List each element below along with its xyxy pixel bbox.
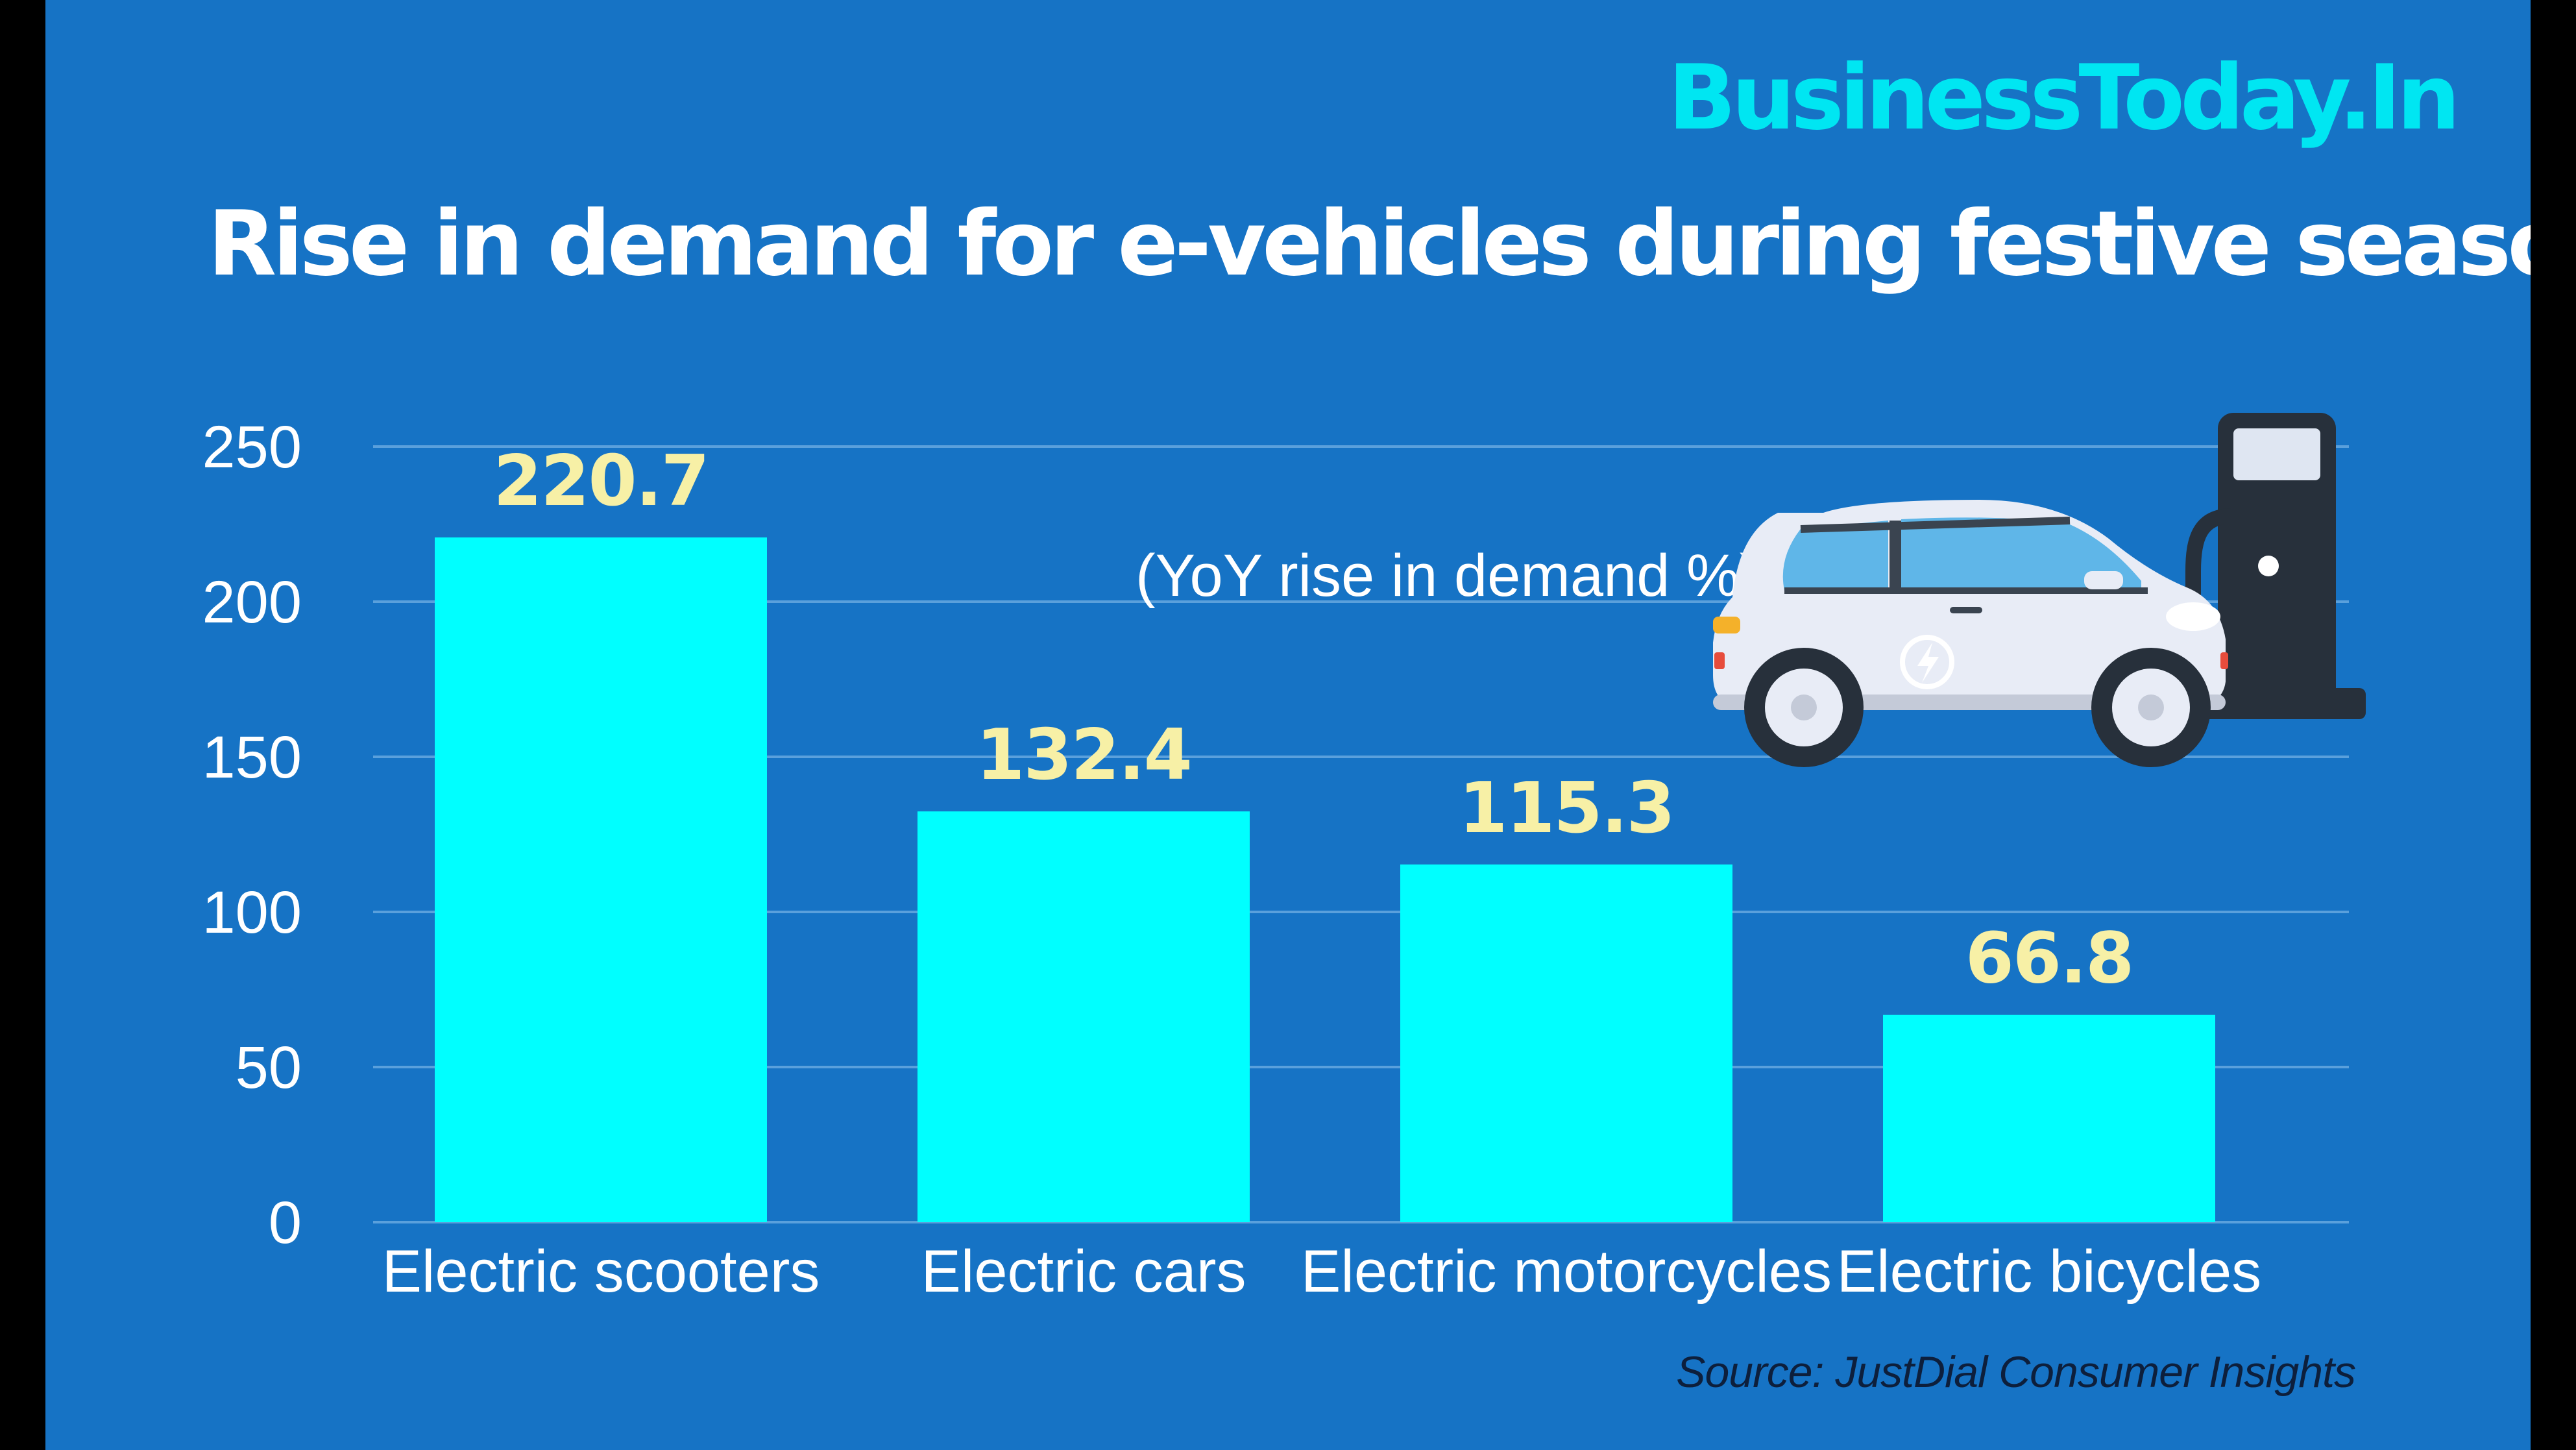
chart-subtitle: (YoY rise in demand %) [1136,543,1760,609]
chart-title: Rise in demand for e-vehicles during fes… [208,191,2531,296]
y-tick-label: 100 [202,879,302,946]
source-note: Source: JustDial Consumer Insights [1676,1347,2356,1397]
y-tick-label: 200 [202,569,302,635]
data-label: 132.4 [976,715,1191,796]
y-axis-ticks: 0 50 100 150 200 250 [202,414,302,1256]
category-labels: Electric scooters Electric cars Electric m… [382,1238,2262,1305]
y-tick-label: 250 [202,414,302,480]
infographic-card: BusinessToday.In Rise in demand for e-ve… [45,0,2531,1450]
data-label: 66.8 [1965,918,2133,1000]
category-label: Electric motorcycles [1301,1238,1832,1305]
category-label: Electric bicycles [1837,1238,2261,1305]
data-labels: 220.7 132.4 115.3 66.8 [493,441,2134,1000]
y-tick-label: 150 [202,724,302,791]
y-tick-label: 50 [236,1035,302,1101]
bar-chart: 0 50 100 150 200 250 220.7 132.4 115.3 66.8 Elec… [202,414,2349,1305]
bars [435,537,2215,1223]
bar [1883,1014,2215,1222]
bar [917,811,1250,1222]
bar [435,537,767,1223]
y-tick-label: 0 [269,1190,302,1256]
category-label: Electric cars [921,1238,1246,1305]
category-label: Electric scooters [382,1238,820,1305]
brand-logo: BusinessToday.In [1668,45,2461,150]
electric-car-charging-icon [1713,413,2366,767]
bar [1400,864,1732,1222]
data-label: 220.7 [493,441,709,522]
data-label: 115.3 [1459,768,1674,849]
